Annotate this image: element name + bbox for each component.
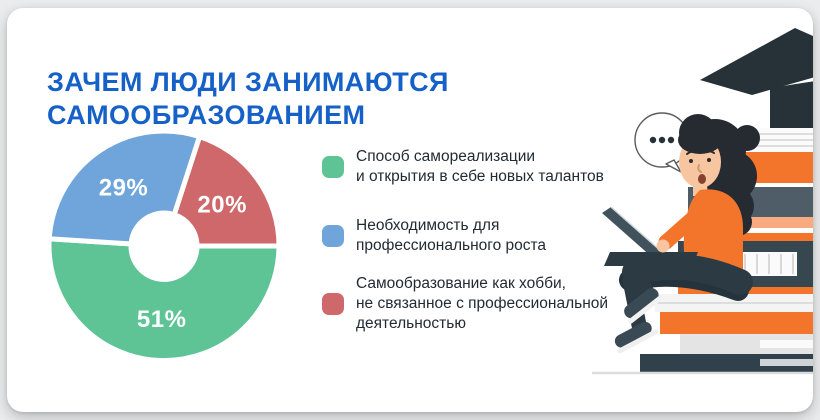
legend-label: Необходимость для профессионального рост… bbox=[356, 217, 547, 254]
infographic-card: ЗАЧЕМ ЛЮДИ ЗАНИМАЮТСЯ САМООБРАЗОВАНИЕМ 2… bbox=[7, 8, 813, 412]
woman-with-laptop-illustration bbox=[602, 114, 760, 354]
legend-swatch-icon bbox=[322, 225, 344, 247]
pie-value-label: 20% bbox=[197, 192, 247, 219]
pie-value-label: 29% bbox=[99, 175, 149, 202]
legend-label: Самообразование как хобби, не связанное … bbox=[356, 275, 609, 332]
pie-chart-svg: 20% 51% 29% bbox=[46, 128, 282, 364]
pie-value-label: 51% bbox=[137, 306, 187, 333]
legend-item: Способ самореализации и открытия в себе … bbox=[322, 147, 632, 187]
legend-item: Самообразование как хобби, не связанное … bbox=[322, 274, 632, 334]
pie-chart: 20% 51% 29% bbox=[46, 128, 282, 364]
legend-label: Способ самореализации и открытия в себе … bbox=[356, 148, 604, 185]
legend-item: Необходимость для профессионального рост… bbox=[322, 216, 632, 256]
illustration bbox=[592, 28, 813, 375]
graduation-cap-icon bbox=[700, 28, 813, 128]
pie-slice-1 bbox=[46, 236, 282, 364]
page-title: ЗАЧЕМ ЛЮДИ ЗАНИМАЮТСЯ САМООБРАЗОВАНИЕМ bbox=[47, 67, 449, 131]
ellipsis-speech-bubble-icon bbox=[634, 112, 690, 173]
laptop-icon bbox=[602, 206, 698, 266]
legend-swatch-icon bbox=[322, 293, 344, 315]
pie-slice-2 bbox=[46, 128, 202, 247]
legend-swatch-icon bbox=[322, 156, 344, 178]
chart-legend: Способ самореализации и открытия в себе … bbox=[322, 147, 632, 334]
pie-slice-0 bbox=[171, 134, 282, 249]
